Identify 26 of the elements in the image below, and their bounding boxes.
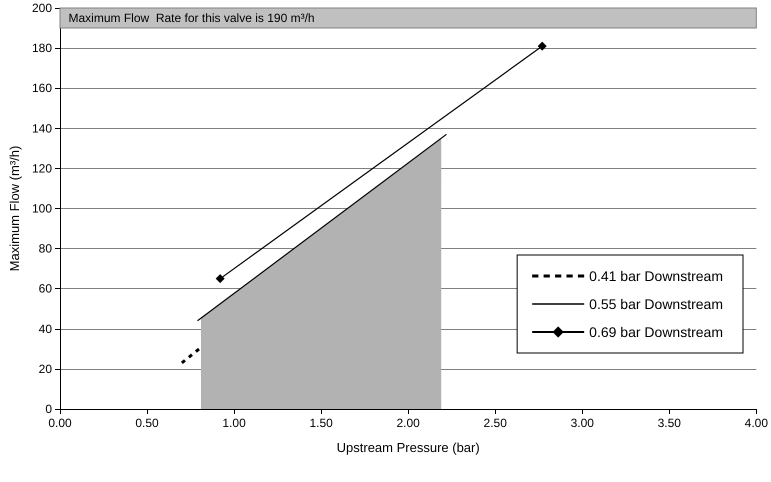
x-axis-title: Upstream Pressure (bar) — [336, 440, 480, 455]
x-tick-label: 0.50 — [135, 416, 160, 430]
y-tick-label: 80 — [38, 242, 52, 256]
y-tick-label: 20 — [38, 362, 52, 376]
legend-label: 0.55 bar Downstream — [589, 296, 724, 312]
y-tick-label: 40 — [38, 322, 52, 336]
band-label: Maximum Flow Rate for this valve is 190 m³/h — [68, 11, 315, 26]
y-tick-label: 180 — [32, 41, 52, 56]
y-tick-label: 100 — [32, 202, 52, 216]
y-tick-label: 160 — [32, 81, 52, 96]
legend-label: 0.41 bar Downstream — [589, 268, 724, 284]
x-tick-label: 1.00 — [222, 416, 246, 430]
y-tick-label: 0 — [45, 402, 52, 416]
x-tick-label: 2.50 — [484, 416, 508, 430]
x-tick-label: 3.00 — [570, 416, 594, 430]
y-tick-label: 120 — [32, 161, 52, 176]
y-tick-label: 60 — [38, 282, 52, 296]
y-axis-title: Maximum Flow (m³/h) — [7, 146, 22, 272]
x-tick-label: 2.00 — [396, 416, 420, 430]
x-tick-label: 0.00 — [48, 416, 72, 430]
x-tick-label: 3.50 — [658, 416, 682, 430]
legend-label: 0.69 bar Downstream — [589, 324, 724, 340]
y-tick-label: 140 — [32, 121, 52, 136]
x-tick-label: 1.50 — [309, 416, 334, 430]
x-tick-label: 4.00 — [744, 416, 768, 430]
y-tick-label: 200 — [32, 1, 52, 15]
